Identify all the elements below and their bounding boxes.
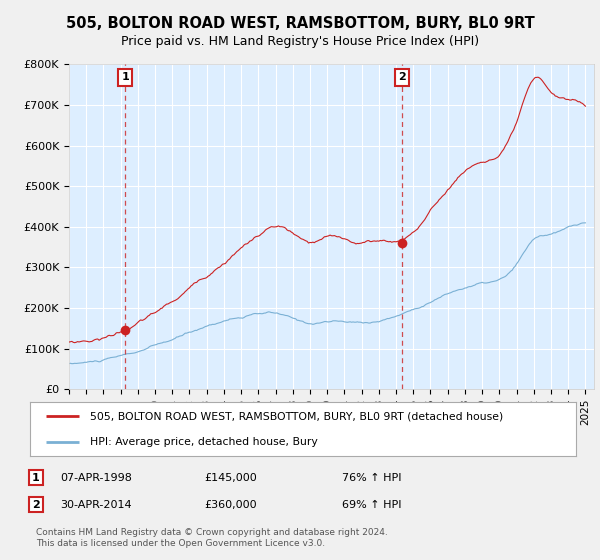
Text: 1: 1 [32,473,40,483]
Text: 505, BOLTON ROAD WEST, RAMSBOTTOM, BURY, BL0 9RT: 505, BOLTON ROAD WEST, RAMSBOTTOM, BURY,… [65,16,535,31]
Text: Price paid vs. HM Land Registry's House Price Index (HPI): Price paid vs. HM Land Registry's House … [121,35,479,48]
Text: £360,000: £360,000 [204,500,257,510]
Text: 76% ↑ HPI: 76% ↑ HPI [342,473,401,483]
Text: 07-APR-1998: 07-APR-1998 [60,473,132,483]
Text: 2: 2 [398,72,406,82]
Text: Contains HM Land Registry data © Crown copyright and database right 2024.
This d: Contains HM Land Registry data © Crown c… [36,528,388,548]
Text: 69% ↑ HPI: 69% ↑ HPI [342,500,401,510]
Text: 505, BOLTON ROAD WEST, RAMSBOTTOM, BURY, BL0 9RT (detached house): 505, BOLTON ROAD WEST, RAMSBOTTOM, BURY,… [90,412,503,421]
Text: 30-APR-2014: 30-APR-2014 [60,500,131,510]
Text: HPI: Average price, detached house, Bury: HPI: Average price, detached house, Bury [90,437,318,446]
Text: £145,000: £145,000 [204,473,257,483]
Text: 1: 1 [121,72,129,82]
Text: 2: 2 [32,500,40,510]
